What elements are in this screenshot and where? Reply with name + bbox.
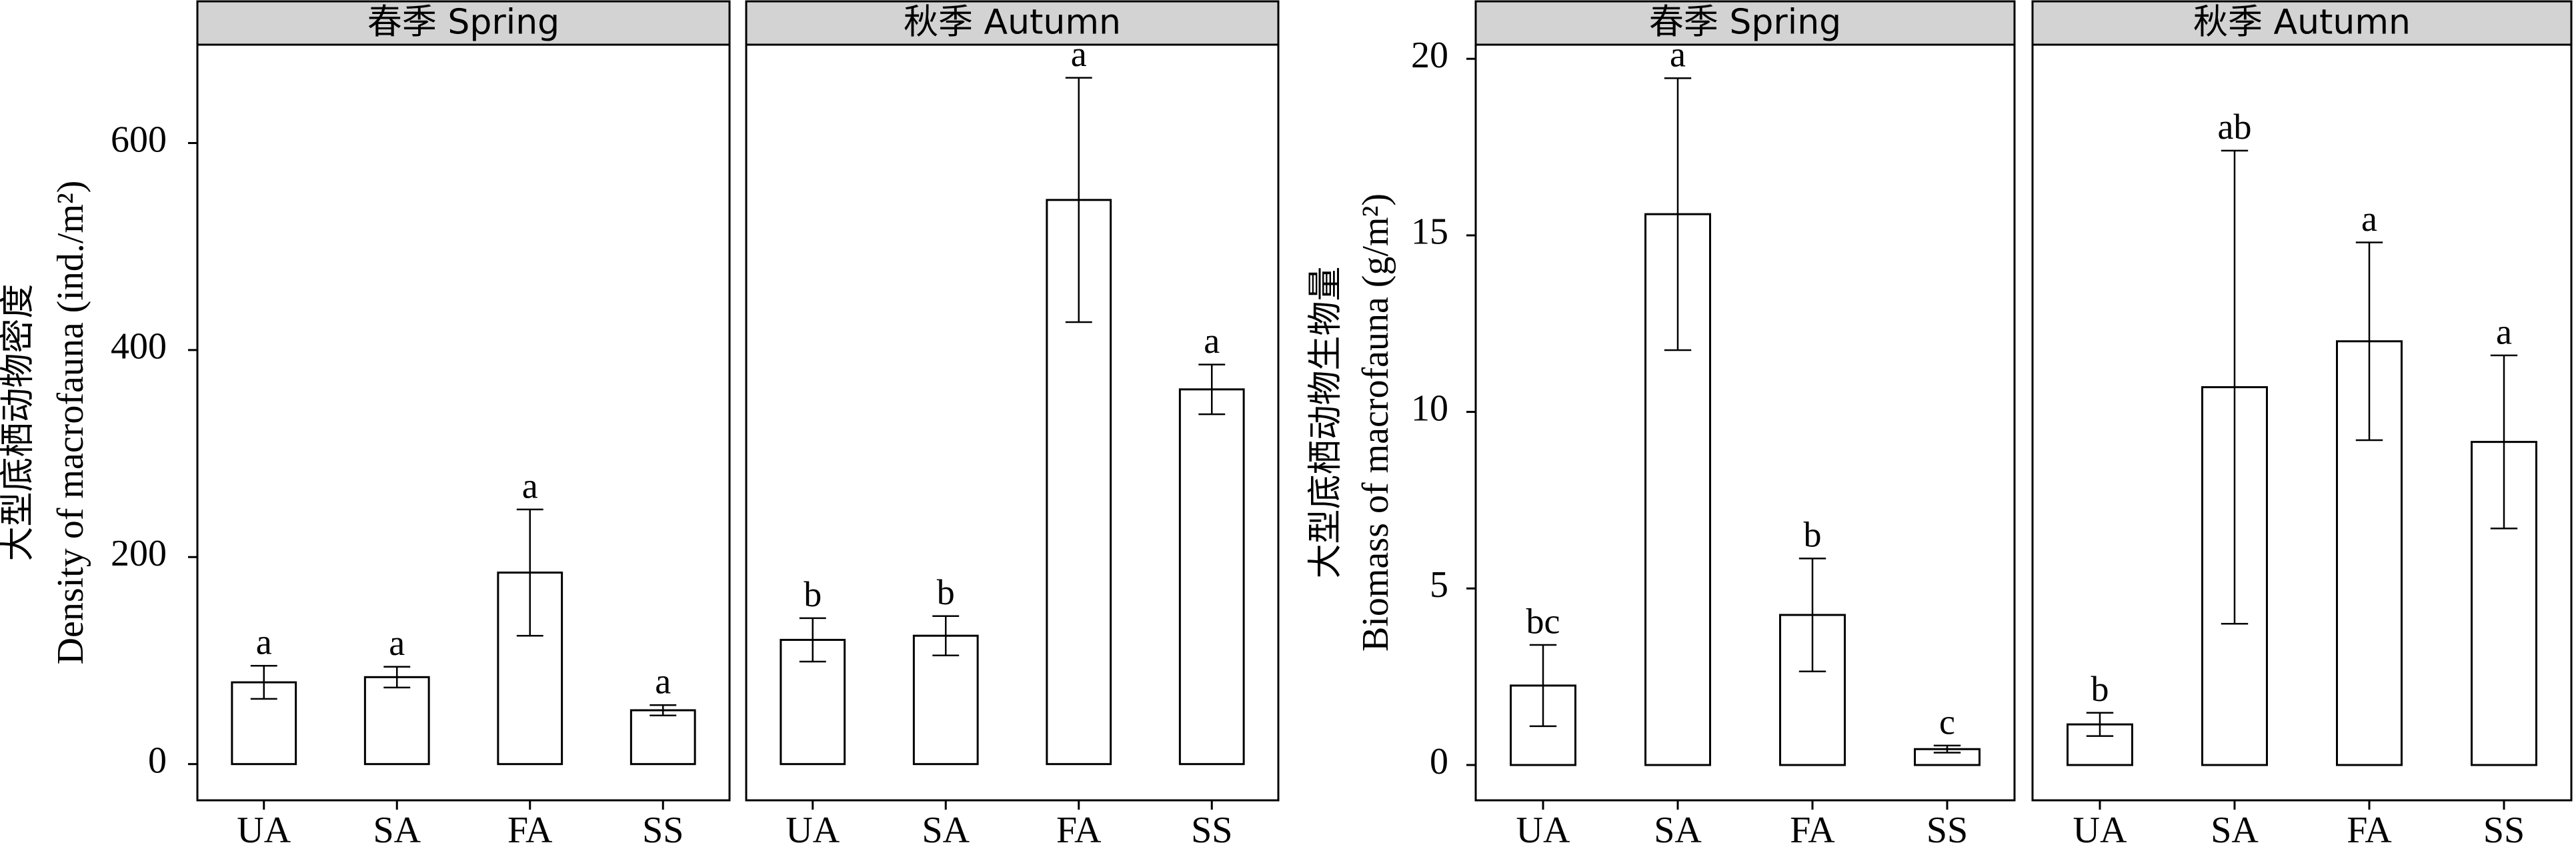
x-tick-label: SS: [2483, 810, 2525, 849]
y-tick-label: 20: [1411, 35, 1448, 76]
panel-frame: [1474, 43, 2016, 802]
y-axis-label: 大型底栖动物生物量: [1306, 266, 1346, 578]
significance-letter: b: [2091, 669, 2109, 709]
x-tick-label: UA: [237, 810, 291, 849]
bar: [912, 634, 979, 766]
y-tick-label: 0: [148, 740, 167, 782]
y-tick-label: 10: [1411, 387, 1448, 429]
significance-letter: bc: [1526, 601, 1560, 641]
significance-letter: b: [804, 574, 822, 614]
x-tick-label: SS: [1926, 810, 1968, 849]
significance-letter: ab: [2218, 107, 2252, 147]
bar: [363, 676, 430, 766]
x-tick-label: FA: [1056, 810, 1102, 849]
y-tick-label: 400: [111, 326, 167, 367]
y-tick-label: 15: [1411, 211, 1448, 253]
significance-letter: a: [389, 623, 405, 663]
y-tick-label: 0: [1430, 741, 1448, 782]
x-tick-label: SS: [642, 810, 684, 849]
facet-title: 秋季 Autumn: [904, 3, 1121, 43]
x-tick-label: FA: [2347, 810, 2392, 849]
facet-title: 春季 Spring: [367, 3, 559, 43]
significance-letter: c: [1939, 702, 1955, 742]
y-axis-label: Biomass of macrofauna (g/m²): [1355, 193, 1396, 652]
y-tick-label: 200: [111, 533, 167, 574]
x-tick-label: SA: [373, 810, 421, 849]
x-tick-label: FA: [507, 810, 553, 849]
significance-letter: a: [1071, 34, 1087, 74]
significance-letter: a: [522, 466, 538, 506]
x-tick-label: UA: [786, 810, 840, 849]
y-tick-label: 600: [111, 119, 167, 160]
x-tick-label: SA: [1654, 810, 1702, 849]
facet-strip: [2031, 0, 2573, 46]
x-tick-label: UA: [2073, 810, 2127, 849]
panel-frame: [196, 43, 731, 802]
significance-letter: a: [2496, 311, 2512, 351]
significance-letter: b: [1804, 515, 1822, 555]
x-tick-label: SA: [2211, 810, 2259, 849]
facet-strip: [196, 0, 731, 46]
facet-title: 秋季 Autumn: [2193, 3, 2411, 43]
y-axis-label: Density of macrofauna (ind./m²): [50, 181, 91, 665]
bar: [2471, 441, 2537, 766]
x-tick-label: SS: [1191, 810, 1232, 849]
y-axis-label: 大型底栖动物密度: [0, 283, 38, 561]
significance-letter: a: [2361, 199, 2377, 239]
significance-letter: a: [655, 662, 671, 702]
significance-letter: b: [937, 572, 955, 612]
facet-strip: [1474, 0, 2016, 46]
facet-title: 春季 Spring: [1649, 3, 1841, 43]
significance-letter: a: [1670, 35, 1686, 75]
bar: [629, 709, 696, 766]
y-tick-label: 5: [1430, 564, 1448, 606]
panel-frame: [2031, 43, 2573, 802]
x-tick-label: FA: [1790, 810, 1835, 849]
panel-frame: [745, 43, 1280, 802]
significance-letter: a: [1204, 321, 1220, 361]
facet-strip: [745, 0, 1280, 46]
x-tick-label: UA: [1516, 810, 1570, 849]
significance-letter: a: [256, 622, 272, 662]
bar: [1178, 388, 1245, 766]
x-tick-label: SA: [922, 810, 970, 849]
